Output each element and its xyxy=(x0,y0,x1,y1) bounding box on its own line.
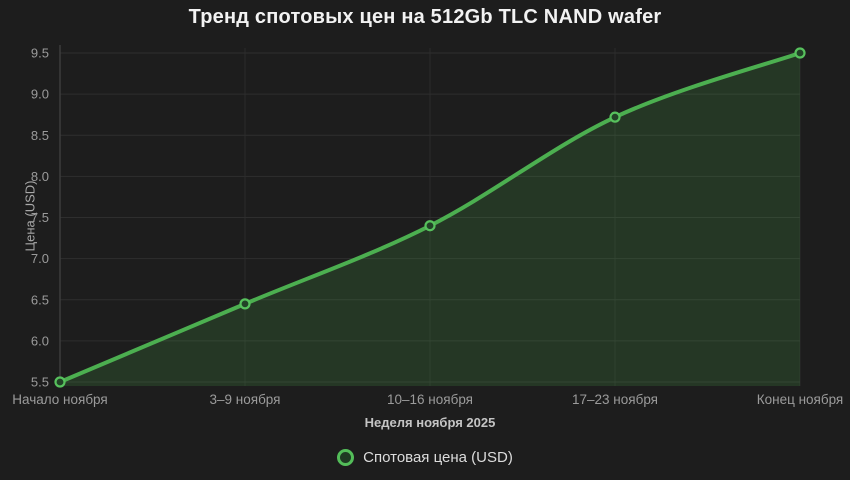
x-tick-label: 17–23 ноября xyxy=(572,392,658,407)
x-tick-label: Начало ноября xyxy=(12,392,107,407)
legend-label: Спотовая цена (USD) xyxy=(363,449,513,466)
data-point-marker[interactable] xyxy=(239,298,251,310)
area-fill xyxy=(60,53,800,386)
x-tick-label: Конец ноября xyxy=(757,392,844,407)
y-tick-label: 7.0 xyxy=(31,251,49,266)
data-point-marker[interactable] xyxy=(794,47,806,59)
y-tick-label: 7.5 xyxy=(31,210,49,225)
legend[interactable]: Спотовая цена (USD) xyxy=(0,449,850,466)
y-tick-label: 8.5 xyxy=(31,128,49,143)
y-tick-label: 8.0 xyxy=(31,169,49,184)
y-tick-label: 5.5 xyxy=(31,375,49,390)
x-tick-label: 3–9 ноября xyxy=(210,392,281,407)
data-point-marker[interactable] xyxy=(54,376,66,388)
y-tick-label: 6.0 xyxy=(31,333,49,348)
y-tick-label: 9.5 xyxy=(31,46,49,61)
x-axis-title: Неделя ноября 2025 xyxy=(364,415,496,430)
chart-title: Тренд спотовых цен на 512Gb TLC NAND waf… xyxy=(188,6,662,28)
x-tick-label: 10–16 ноября xyxy=(387,392,473,407)
y-tick-label: 9.0 xyxy=(31,87,49,102)
data-point-marker[interactable] xyxy=(609,111,621,123)
y-tick-label: 6.5 xyxy=(31,292,49,307)
legend-marker-icon xyxy=(337,449,355,466)
data-point-marker[interactable] xyxy=(424,220,436,232)
